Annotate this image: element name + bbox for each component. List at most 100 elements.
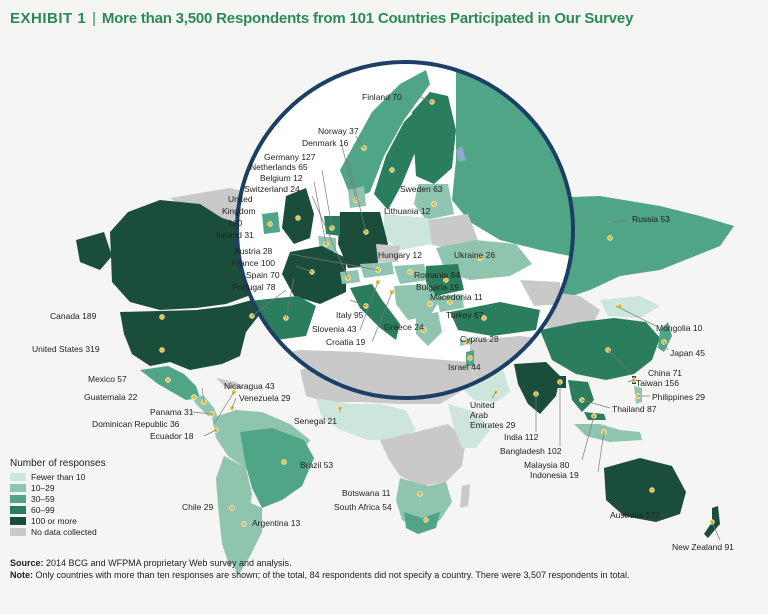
country-finland[interactable] [412, 92, 456, 184]
country-mexico[interactable] [140, 366, 200, 400]
label-hungary: Hungary 12 [378, 250, 422, 260]
country-argentina[interactable] [232, 500, 262, 576]
legend-label: No data collected [31, 526, 97, 537]
country-japan[interactable] [658, 322, 672, 352]
country-india[interactable] [514, 362, 560, 414]
label-chile: Chile 29 [182, 502, 213, 512]
country-australia[interactable] [604, 458, 686, 522]
country-east-africa[interactable] [448, 404, 490, 448]
label-uae-2: Arab [470, 410, 488, 420]
dot-southafrica [423, 517, 429, 523]
country-southeast-asia[interactable] [568, 380, 594, 412]
dot-greece [421, 327, 427, 333]
label-finland: Finland 70 [362, 92, 402, 102]
dot-argentina [241, 521, 247, 527]
source-text: 2014 BCG and WFPMA proprietary Web surve… [46, 558, 292, 568]
label-romania: Romania 84 [414, 270, 460, 280]
label-switzerland: Switzerland 24 [244, 184, 300, 194]
label-australia: Australia 172 [610, 510, 660, 520]
country-germany[interactable] [338, 212, 388, 268]
label-greece: Greece 24 [384, 322, 424, 332]
dot-romania [443, 277, 449, 283]
note-text: Only countries with more than ten respon… [35, 570, 630, 580]
legend-swatch [10, 494, 26, 503]
legend-item: Fewer than 10 [10, 471, 106, 482]
lake-ladoga [456, 146, 466, 162]
legend-item: 60–99 [10, 504, 106, 515]
label-spain: Spain 70 [246, 270, 280, 280]
label-uk-2: Kingdom [222, 206, 256, 216]
country-andes[interactable] [216, 456, 252, 568]
legend-title: Number of responses [10, 458, 106, 469]
dot-us [159, 347, 165, 353]
legend-swatch [10, 505, 26, 514]
label-bulgaria: Bulgaria 19 [416, 282, 459, 292]
country-ukraine[interactable] [436, 240, 532, 280]
country-turkey[interactable] [450, 302, 540, 336]
country-united-states[interactable] [120, 300, 260, 370]
label-malaysia: Malaysia 80 [524, 460, 570, 470]
dot-macedonia [427, 301, 433, 307]
legend-item: 100 or more [10, 515, 106, 526]
label-france: France 100 [232, 258, 275, 268]
note-label: Note: [10, 570, 33, 580]
label-uk-1: United [228, 194, 253, 204]
title-text: More than 3,500 Respondents from 101 Cou… [101, 10, 634, 27]
label-japan: Japan 45 [670, 348, 705, 358]
legend-item: 30–59 [10, 493, 106, 504]
label-slovenia: Slovenia 43 [312, 324, 357, 334]
world-base [76, 188, 734, 576]
dot-mexico [165, 377, 171, 383]
country-czech [376, 244, 400, 262]
country-china[interactable] [540, 318, 660, 380]
country-poland[interactable] [384, 214, 432, 250]
dot-turkey [481, 315, 487, 321]
country-norway[interactable] [340, 70, 430, 200]
dot-brazil [281, 459, 287, 465]
legend: Number of responses Fewer than 10 10–29 … [10, 458, 106, 537]
country-indonesia[interactable] [574, 424, 642, 442]
label-belgium: Belgium 12 [260, 173, 303, 183]
legend-swatch [10, 516, 26, 525]
label-uk-3: 120 [228, 218, 242, 228]
exhibit-label: EXHIBIT 1 [10, 10, 87, 27]
label-sweden: Sweden 63 [400, 184, 443, 194]
label-venezuela: Venezuela 29 [239, 393, 291, 403]
label-denmark: Denmark 16 [302, 138, 349, 148]
country-brazil[interactable] [240, 428, 314, 508]
label-russia: Russia 53 [632, 214, 670, 224]
label-guatemala: Guatemala 22 [84, 392, 138, 402]
label-dominican: Dominican Republic 36 [92, 419, 180, 429]
label-ecuador: Ecuador 18 [150, 431, 194, 441]
country-france[interactable] [282, 246, 346, 304]
country-sweden[interactable] [374, 108, 418, 210]
source-label: Source: [10, 558, 44, 568]
label-argentina: Argentina 13 [252, 518, 300, 528]
label-uae-3: Emirates 29 [470, 420, 516, 430]
label-philippines: Philippines 29 [652, 392, 705, 402]
label-botswana: Botswana 11 [342, 488, 391, 498]
label-netherlands: Netherlands 65 [250, 162, 308, 172]
legend-item: 10–29 [10, 482, 106, 493]
label-bangladesh: Bangladesh 102 [500, 446, 562, 456]
label-turkey: Turkey 67 [446, 310, 484, 320]
label-newzealand: New Zealand 91 [672, 542, 734, 552]
country-south-africa[interactable] [404, 512, 440, 534]
label-indonesia: Indonesia 19 [530, 470, 579, 480]
label-lithuania: Lithuania 12 [384, 206, 431, 216]
dot-ireland [267, 221, 273, 227]
country-canada[interactable] [110, 200, 266, 310]
country-mongolia[interactable] [600, 296, 660, 318]
country-greece[interactable] [416, 312, 442, 346]
country-balkans[interactable] [394, 284, 440, 320]
dot-bulgaria [447, 299, 453, 305]
country-madagascar [460, 484, 470, 508]
country-russia[interactable] [540, 196, 734, 300]
label-senegal: Senegal 21 [294, 416, 337, 426]
country-italy[interactable] [350, 284, 400, 340]
dot-australia [649, 487, 655, 493]
label-southafrica: South Africa 54 [334, 502, 392, 512]
exhibit-title: EXHIBIT 1 | More than 3,500 Respondents … [10, 10, 633, 27]
source-line: Source: 2014 BCG and WFPMA proprietary W… [10, 557, 750, 569]
